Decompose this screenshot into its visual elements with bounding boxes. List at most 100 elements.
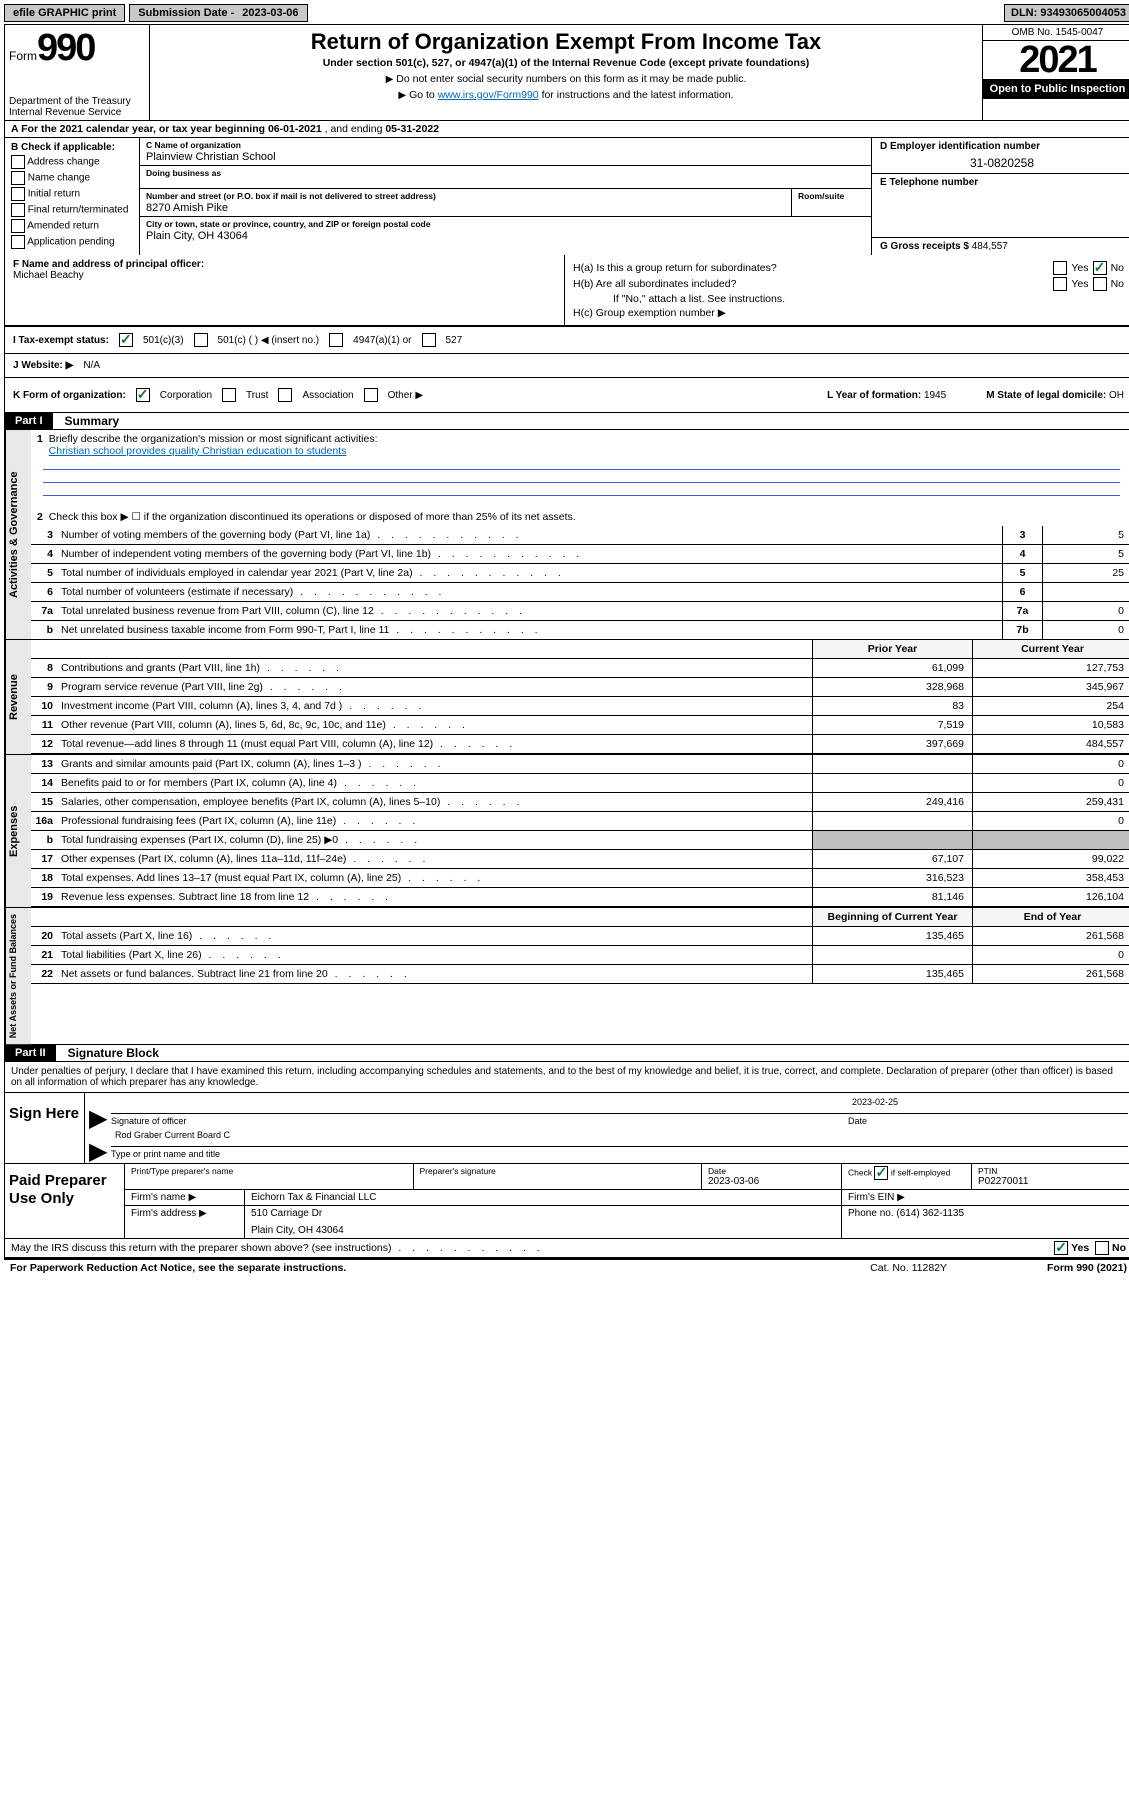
sign-date-label: Date [848, 1114, 1128, 1126]
ptin-label: PTIN [978, 1166, 1126, 1176]
room-label: Room/suite [798, 191, 865, 201]
line-box: 7b [1002, 621, 1042, 639]
dln-label: DLN: [1011, 7, 1040, 19]
prior-val: 249,416 [812, 793, 972, 811]
boy-val: 135,465 [812, 965, 972, 983]
submission-date-label: Submission Date - [138, 7, 234, 19]
f-h-grid: F Name and address of principal officer:… [5, 255, 1129, 326]
efile-print-button[interactable]: efile GRAPHIC print [4, 4, 125, 22]
tax-year: 2021 [983, 41, 1129, 79]
cb-501c[interactable] [194, 333, 208, 347]
line-box: 4 [1002, 545, 1042, 563]
cb-initial-return-label: Initial return [28, 189, 80, 200]
cb-name-change[interactable] [11, 171, 25, 185]
row-k: K Form of organization: Corporation Trus… [5, 378, 1129, 413]
officer-signature-field[interactable] [111, 1097, 848, 1114]
prior-val: 81,146 [812, 888, 972, 906]
h-b-yes[interactable] [1053, 277, 1067, 291]
form-prefix: Form [9, 49, 37, 63]
boy-val [812, 946, 972, 964]
h-a-yes-label: Yes [1071, 262, 1088, 274]
h-b-no-label: No [1111, 278, 1124, 290]
underline-1 [43, 457, 1120, 470]
line-desc: Total expenses. Add lines 13–17 (must eq… [59, 869, 812, 887]
cb-other-form-label: Other ▶ [388, 390, 423, 401]
line-desc: Number of independent voting members of … [59, 545, 1002, 563]
h-b-label: H(b) Are all subordinates included? [573, 278, 1049, 290]
submission-date: Submission Date - 2023-03-06 [129, 4, 307, 22]
line-num: 13 [31, 755, 59, 773]
cb-501c3[interactable] [119, 333, 133, 347]
cb-final-return[interactable] [11, 203, 25, 217]
cb-amended-return[interactable] [11, 219, 25, 233]
prior-val [812, 755, 972, 773]
form-ref: Form 990 (2021) [1047, 1262, 1127, 1274]
cb-address-change-label: Address change [27, 157, 99, 168]
line-desc: Total assets (Part X, line 16) [59, 927, 812, 945]
col-prior-year: Prior Year [812, 640, 972, 658]
cb-trust[interactable] [222, 388, 236, 402]
section-activities: Activities & Governance 1 Briefly descri… [5, 430, 1129, 640]
gov-line-7a: 7aTotal unrelated business revenue from … [31, 601, 1129, 620]
gov-line-3: 3Number of voting members of the governi… [31, 526, 1129, 544]
col-eoy: End of Year [972, 908, 1129, 926]
officer-signature-label: Signature of officer [111, 1114, 848, 1126]
cb-address-change[interactable] [11, 155, 25, 169]
cb-self-employed[interactable] [874, 1166, 888, 1180]
cb-initial-return[interactable] [11, 187, 25, 201]
cb-other-form[interactable] [364, 388, 378, 402]
line-desc: Number of voting members of the governin… [59, 526, 1002, 544]
h-b-no[interactable] [1093, 277, 1107, 291]
exp-line-19: 19Revenue less expenses. Subtract line 1… [31, 888, 1129, 907]
form-title-cell: Return of Organization Exempt From Incom… [150, 25, 982, 120]
curr-val: 0 [972, 755, 1129, 773]
cb-527[interactable] [422, 333, 436, 347]
org-name-label: C Name of organization [146, 140, 865, 150]
line-desc: Revenue less expenses. Subtract line 18 … [59, 888, 812, 906]
cb-final-return-label: Final return/terminated [28, 205, 129, 216]
form-container: Form990 Department of the Treasury Inter… [4, 24, 1129, 1258]
note1-text: Do not enter social security numbers on … [396, 73, 746, 85]
line-num: 19 [31, 888, 59, 906]
exp-line-b: bTotal fundraising expenses (Part IX, co… [31, 831, 1129, 850]
h-a-yes[interactable] [1053, 261, 1067, 275]
h-c-label: H(c) Group exemption number ▶ [573, 307, 1124, 319]
curr-val: 10,583 [972, 716, 1129, 734]
firm-name-value: Eichorn Tax & Financial LLC [245, 1190, 842, 1205]
domicile-label: M State of legal domicile: [986, 390, 1109, 401]
cb-discuss-yes[interactable] [1054, 1241, 1068, 1255]
line-desc: Total liabilities (Part X, line 26) [59, 946, 812, 964]
prior-val: 61,099 [812, 659, 972, 677]
cb-association-label: Association [302, 390, 353, 401]
line-val: 0 [1042, 602, 1129, 620]
prior-val [812, 812, 972, 830]
row-i: I Tax-exempt status: 501(c)(3) 501(c) ( … [5, 326, 1129, 354]
cb-corporation[interactable] [136, 388, 150, 402]
prior-val: 67,107 [812, 850, 972, 868]
form-id-cell: Form990 Department of the Treasury Inter… [5, 25, 150, 120]
cb-application-pending[interactable] [11, 235, 25, 249]
cb-4947[interactable] [329, 333, 343, 347]
h-a-no[interactable] [1093, 261, 1107, 275]
line-desc: Net unrelated business taxable income fr… [59, 621, 1002, 639]
net-line-21: 21Total liabilities (Part X, line 26)0 [31, 946, 1129, 965]
row-a-begin: 06-01-2021 [268, 123, 322, 135]
line-desc: Total number of individuals employed in … [59, 564, 1002, 582]
identity-grid: B Check if applicable: Address change Na… [5, 138, 1129, 255]
line-val: 0 [1042, 621, 1129, 639]
cb-discuss-no[interactable] [1095, 1241, 1109, 1255]
line-num: 11 [31, 716, 59, 734]
cb-corporation-label: Corporation [160, 390, 212, 401]
line-num: 9 [31, 678, 59, 696]
domicile-value: OH [1109, 390, 1124, 401]
firm-phone-value: (614) 362-1135 [896, 1208, 964, 1219]
cb-association[interactable] [278, 388, 292, 402]
instructions-link[interactable]: www.irs.gov/Form990 [438, 89, 539, 101]
firm-address-line1: 510 Carriage Dr [251, 1208, 835, 1219]
sign-date-field: 2023-02-25 [848, 1097, 1128, 1114]
rev-line-11: 11Other revenue (Part VIII, column (A), … [31, 716, 1129, 735]
box-h: H(a) Is this a group return for subordin… [565, 255, 1129, 325]
officer-name: Michael Beachy [13, 270, 556, 281]
row-j-label: J Website: ▶ [13, 360, 73, 371]
preparer-name-label: Print/Type preparer's name [131, 1166, 407, 1176]
